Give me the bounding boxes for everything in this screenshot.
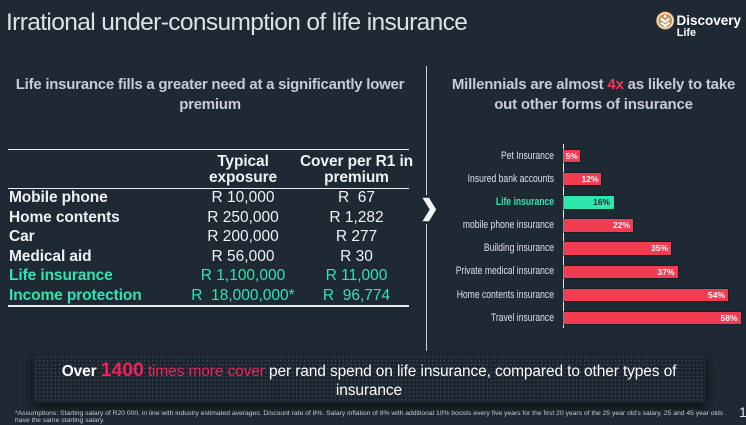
svg-text:Life: Life (677, 27, 696, 39)
svg-text:Discovery: Discovery (677, 13, 742, 28)
